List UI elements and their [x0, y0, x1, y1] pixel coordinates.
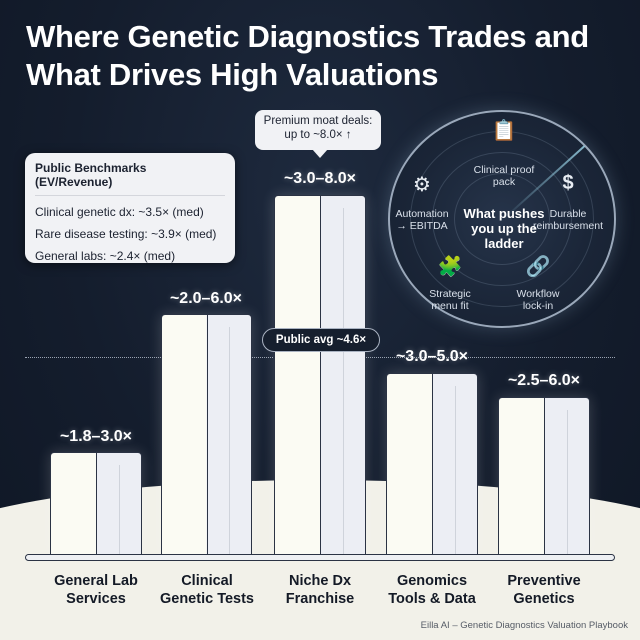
benchmark-item: General labs: ~2.4× (med)	[35, 249, 176, 263]
category-label: General Lab Services	[36, 572, 156, 608]
radar-ring	[454, 173, 550, 265]
category-label: Preventive Genetics	[484, 572, 604, 608]
puzzle-icon: 🧩	[437, 256, 463, 278]
public-avg-pill: Public avg ~4.6×	[262, 328, 380, 352]
bar-label: ~3.0–5.0×	[395, 348, 469, 365]
drivers-radar: 📋 Clinical proof pack $ Durable reimburs…	[388, 110, 616, 328]
category-line: Genomics	[396, 573, 468, 589]
category-line: Preventive	[507, 573, 581, 589]
benchmarks-card: Public Benchmarks (EV/Revenue) Clinical …	[25, 153, 235, 263]
driver-workflow: Workflow lock-in	[516, 288, 560, 312]
bar-label: ~2.5–6.0×	[507, 372, 581, 389]
category-label: Genomics Tools & Data	[372, 572, 492, 608]
bar-preventive	[498, 397, 590, 556]
shield-dollar-icon: $	[562, 172, 574, 194]
gear-chart-icon: ⚙	[413, 174, 431, 196]
driver-menu-fit: Strategic menu fit	[429, 288, 471, 312]
callout-line1: Premium moat deals:	[263, 115, 373, 127]
radar-ring	[432, 152, 572, 286]
radar-center-label: What pushes you up the ladder	[463, 206, 545, 251]
footer-credit: Eilla AI – Genetic Diagnostics Valuation…	[420, 620, 628, 631]
category-line: Services	[66, 591, 126, 607]
chain-link-icon: 🔗	[525, 256, 551, 278]
category-line: Genetics	[513, 591, 575, 607]
driver-reimbursement: Durable reimbursement	[532, 208, 604, 232]
chart-base	[25, 554, 615, 561]
category-line: General Lab	[54, 573, 138, 589]
category-label: Niche Dx Franchise	[260, 572, 380, 608]
bar-genomics-tools	[386, 373, 478, 556]
clipboard-microscope-icon: 📋	[491, 120, 517, 142]
callout-line2: up to ~8.0× ↑	[284, 129, 352, 141]
bar-general-lab	[50, 452, 142, 556]
radar-ring	[410, 131, 594, 307]
driver-clinical-proof: Clinical proof pack	[473, 164, 535, 188]
bar-label: ~2.0–6.0×	[169, 290, 243, 307]
bar-niche-dx	[274, 195, 366, 556]
bar-clinical-genetic	[161, 314, 252, 556]
category-line: Franchise	[285, 591, 355, 607]
benchmarks-heading: Public Benchmarks (EV/Revenue)	[35, 161, 225, 196]
page-title: Where Genetic Diagnostics Trades and Wha…	[26, 19, 589, 92]
benchmark-item: Rare disease testing: ~3.9× (med)	[35, 227, 217, 241]
category-line: Genetic Tests	[159, 591, 255, 607]
category-line: Tools & Data	[388, 591, 476, 607]
bar-label: ~1.8–3.0×	[59, 428, 133, 445]
premium-callout: Premium moat deals: up to ~8.0× ↑	[255, 110, 381, 158]
category-line: Clinical	[181, 573, 233, 589]
category-label: Clinical Genetic Tests	[147, 572, 267, 608]
category-line: Niche Dx	[288, 573, 352, 589]
bar-label: ~3.0–8.0×	[283, 170, 357, 187]
driver-automation: Automation → EBITDA	[395, 208, 449, 232]
benchmark-item: Clinical genetic dx: ~3.5× (med)	[35, 205, 204, 219]
